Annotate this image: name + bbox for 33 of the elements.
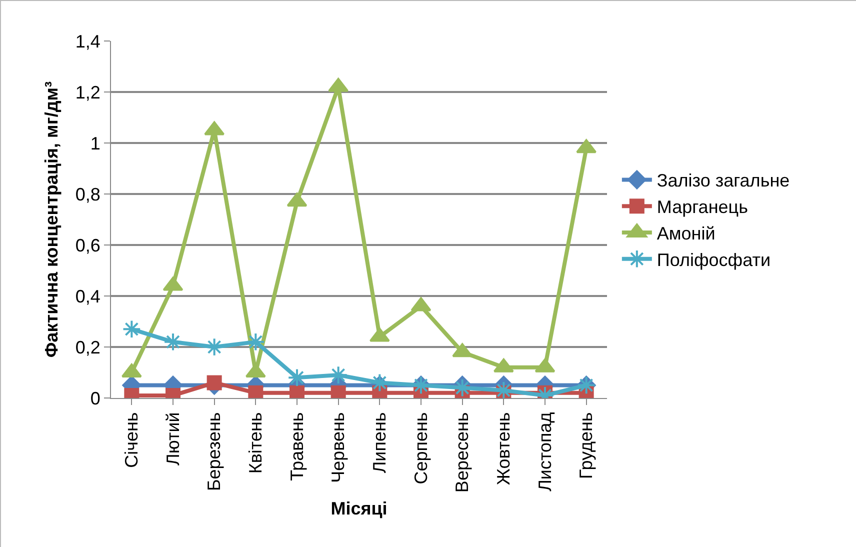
- y-tick-label: 1: [90, 133, 100, 154]
- x-tick-label: Липень: [370, 412, 390, 474]
- y-tick-label: 0,6: [75, 235, 100, 256]
- x-tick-label: Травень: [286, 412, 307, 481]
- x-tick-label: Лютий: [162, 412, 183, 466]
- point: [206, 375, 222, 390]
- y-tick-label: 1,2: [75, 82, 100, 102]
- point: [330, 385, 346, 398]
- legend-label: Залізо загальне: [656, 170, 790, 191]
- x-tick-label: Січень: [122, 412, 142, 468]
- y-axis-title: Фактична концентрація, мг/дм³: [42, 81, 62, 358]
- x-tick-label: Серпень: [410, 412, 431, 484]
- x-tick-label: Вересень: [452, 412, 472, 493]
- y-tick-label: 0: [90, 388, 100, 408]
- x-axis-title: Місяці: [330, 498, 388, 519]
- y-tick-label: 0,8: [75, 184, 100, 204]
- x-tick-label: Листопад: [534, 412, 555, 492]
- x-tick-label: Жовтень: [494, 412, 514, 486]
- point: [290, 385, 304, 398]
- point: [164, 332, 182, 352]
- legend-label: Поліфосфати: [656, 250, 771, 270]
- point: [248, 385, 264, 398]
- x-tick-label: Грудень: [576, 412, 596, 479]
- x-tick-label: Квітень: [246, 412, 266, 474]
- legend-label: Марганець: [656, 197, 748, 218]
- point: [246, 332, 266, 352]
- x-tick-label: Березень: [204, 412, 224, 492]
- legend-label: Амоній: [656, 224, 716, 244]
- point: [122, 320, 142, 339]
- y-tick-label: 0,2: [75, 337, 100, 358]
- y-tick-label: 0,4: [75, 286, 100, 306]
- y-tick-label: 1,4: [75, 31, 100, 52]
- x-tick-label: Червень: [328, 412, 348, 483]
